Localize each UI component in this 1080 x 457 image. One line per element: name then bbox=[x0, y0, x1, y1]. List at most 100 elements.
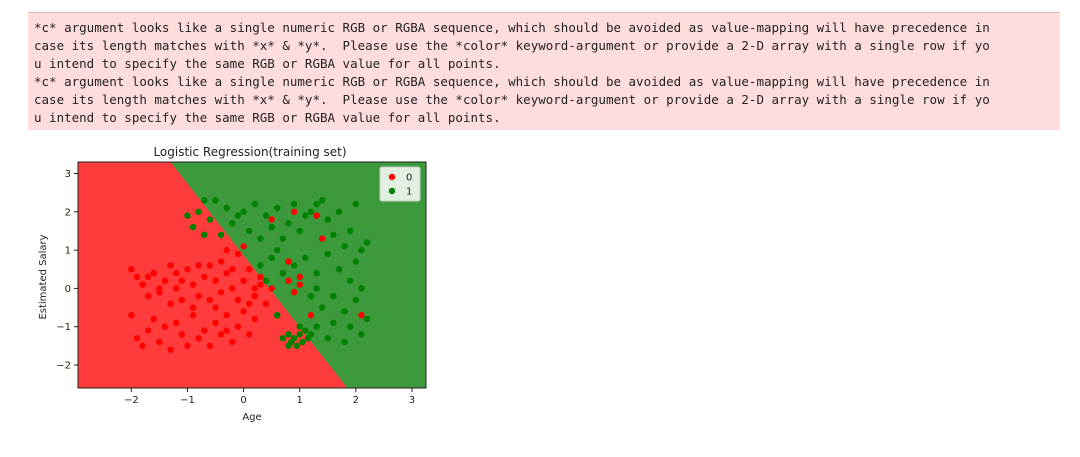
data-point-class-0 bbox=[234, 250, 242, 258]
data-point-class-0 bbox=[161, 277, 169, 284]
x-tick-label: −1 bbox=[180, 395, 195, 406]
data-point-class-1 bbox=[279, 235, 287, 242]
data-point-class-0 bbox=[257, 273, 264, 281]
y-axis-ticks: −2 −1 0 1 2 3 bbox=[56, 169, 78, 372]
data-point-class-1 bbox=[330, 231, 337, 238]
data-point-class-1 bbox=[302, 254, 309, 261]
data-point-class-0 bbox=[161, 323, 169, 330]
data-point-class-0 bbox=[229, 266, 236, 273]
warning-line: u intend to specify the same RGB or RGBA… bbox=[34, 56, 501, 71]
data-point-class-1 bbox=[358, 246, 365, 254]
data-point-class-0 bbox=[133, 273, 141, 281]
data-point-class-1 bbox=[358, 331, 365, 338]
data-point-class-0 bbox=[245, 300, 253, 307]
data-point-class-0 bbox=[212, 319, 219, 327]
data-point-class-1 bbox=[363, 315, 371, 323]
data-point-class-1 bbox=[363, 239, 371, 246]
warning-line: *c* argument looks like a single numeric… bbox=[34, 20, 990, 35]
data-point-class-0 bbox=[358, 312, 365, 319]
data-point-class-1 bbox=[206, 216, 214, 223]
y-tick-label: 2 bbox=[65, 207, 71, 218]
data-point-class-0 bbox=[178, 296, 186, 304]
data-point-class-0 bbox=[234, 323, 242, 330]
data-point-class-0 bbox=[128, 312, 135, 319]
data-point-class-1 bbox=[352, 200, 360, 208]
data-point-class-1 bbox=[212, 197, 219, 204]
legend-marker-1 bbox=[388, 187, 396, 195]
data-point-class-1 bbox=[352, 258, 360, 265]
x-tick-label: 2 bbox=[353, 395, 359, 406]
data-point-class-1 bbox=[268, 254, 275, 261]
data-point-class-0 bbox=[184, 266, 191, 273]
data-point-class-1 bbox=[347, 323, 354, 330]
data-point-class-1 bbox=[352, 296, 360, 304]
data-point-class-0 bbox=[313, 212, 320, 219]
data-point-class-1 bbox=[313, 200, 320, 208]
data-point-class-1 bbox=[347, 277, 354, 284]
data-point-class-0 bbox=[212, 277, 219, 284]
data-point-class-1 bbox=[290, 200, 298, 208]
data-point-class-1 bbox=[324, 216, 331, 223]
data-point-class-0 bbox=[240, 308, 247, 315]
data-point-class-1 bbox=[299, 338, 306, 346]
data-point-class-1 bbox=[307, 331, 315, 338]
data-point-class-1 bbox=[201, 197, 208, 204]
x-tick-label: 0 bbox=[240, 395, 246, 406]
x-tick-label: 1 bbox=[297, 395, 303, 406]
legend-label-0: 0 bbox=[406, 173, 412, 184]
data-point-class-0 bbox=[212, 304, 219, 311]
data-point-class-1 bbox=[330, 292, 337, 300]
data-point-class-0 bbox=[223, 246, 230, 254]
y-tick-label: 0 bbox=[65, 284, 71, 295]
y-tick-label: −2 bbox=[56, 361, 71, 372]
data-point-class-0 bbox=[251, 315, 259, 323]
data-point-class-1 bbox=[285, 331, 292, 338]
y-tick-label: 3 bbox=[65, 169, 71, 180]
y-axis-label: Estimated Salary bbox=[38, 234, 49, 319]
data-point-class-1 bbox=[257, 235, 264, 242]
stderr-warning-block: *c* argument looks like a single numeric… bbox=[28, 12, 1060, 130]
data-point-class-0 bbox=[217, 258, 225, 265]
warning-line: case its length matches with *x* & *y*. … bbox=[34, 38, 990, 53]
data-point-class-0 bbox=[184, 342, 191, 350]
data-point-class-0 bbox=[245, 266, 253, 273]
data-point-class-1 bbox=[279, 335, 287, 342]
data-point-class-1 bbox=[274, 312, 281, 319]
data-point-class-0 bbox=[268, 285, 275, 292]
data-point-class-1 bbox=[358, 285, 365, 292]
data-point-class-1 bbox=[201, 231, 208, 238]
data-point-class-1 bbox=[223, 204, 230, 212]
legend-marker-0 bbox=[388, 173, 396, 181]
data-point-class-0 bbox=[245, 331, 253, 338]
data-point-class-0 bbox=[240, 243, 247, 250]
data-point-class-1 bbox=[307, 208, 315, 215]
axes-frame bbox=[77, 161, 427, 389]
data-point-class-0 bbox=[133, 335, 141, 342]
legend-label-1: 1 bbox=[406, 187, 412, 198]
data-point-class-0 bbox=[144, 292, 152, 300]
data-point-class-0 bbox=[178, 331, 186, 338]
data-point-class-0 bbox=[173, 319, 180, 327]
data-point-class-1 bbox=[245, 227, 253, 235]
data-point-class-0 bbox=[296, 273, 303, 281]
data-point-class-1 bbox=[217, 231, 225, 238]
data-point-class-1 bbox=[341, 243, 348, 250]
data-point-class-1 bbox=[324, 250, 331, 258]
chart-svg: Logistic Regression(training set) −2 −1 0 1… bbox=[38, 145, 427, 423]
data-point-class-0 bbox=[195, 335, 202, 342]
data-point-class-0 bbox=[150, 269, 157, 277]
data-point-class-0 bbox=[229, 285, 236, 292]
data-point-class-1 bbox=[285, 342, 292, 350]
data-point-class-0 bbox=[167, 262, 174, 269]
data-point-class-0 bbox=[173, 285, 180, 292]
data-point-class-1 bbox=[302, 212, 309, 219]
data-point-class-1 bbox=[313, 323, 320, 330]
data-points bbox=[128, 197, 371, 353]
data-point-class-0 bbox=[240, 277, 247, 284]
data-point-class-0 bbox=[217, 289, 225, 296]
data-point-class-0 bbox=[285, 258, 292, 265]
data-point-class-0 bbox=[128, 266, 135, 273]
data-point-class-0 bbox=[223, 327, 230, 334]
data-point-class-1 bbox=[307, 292, 315, 300]
data-point-class-1 bbox=[313, 285, 320, 292]
